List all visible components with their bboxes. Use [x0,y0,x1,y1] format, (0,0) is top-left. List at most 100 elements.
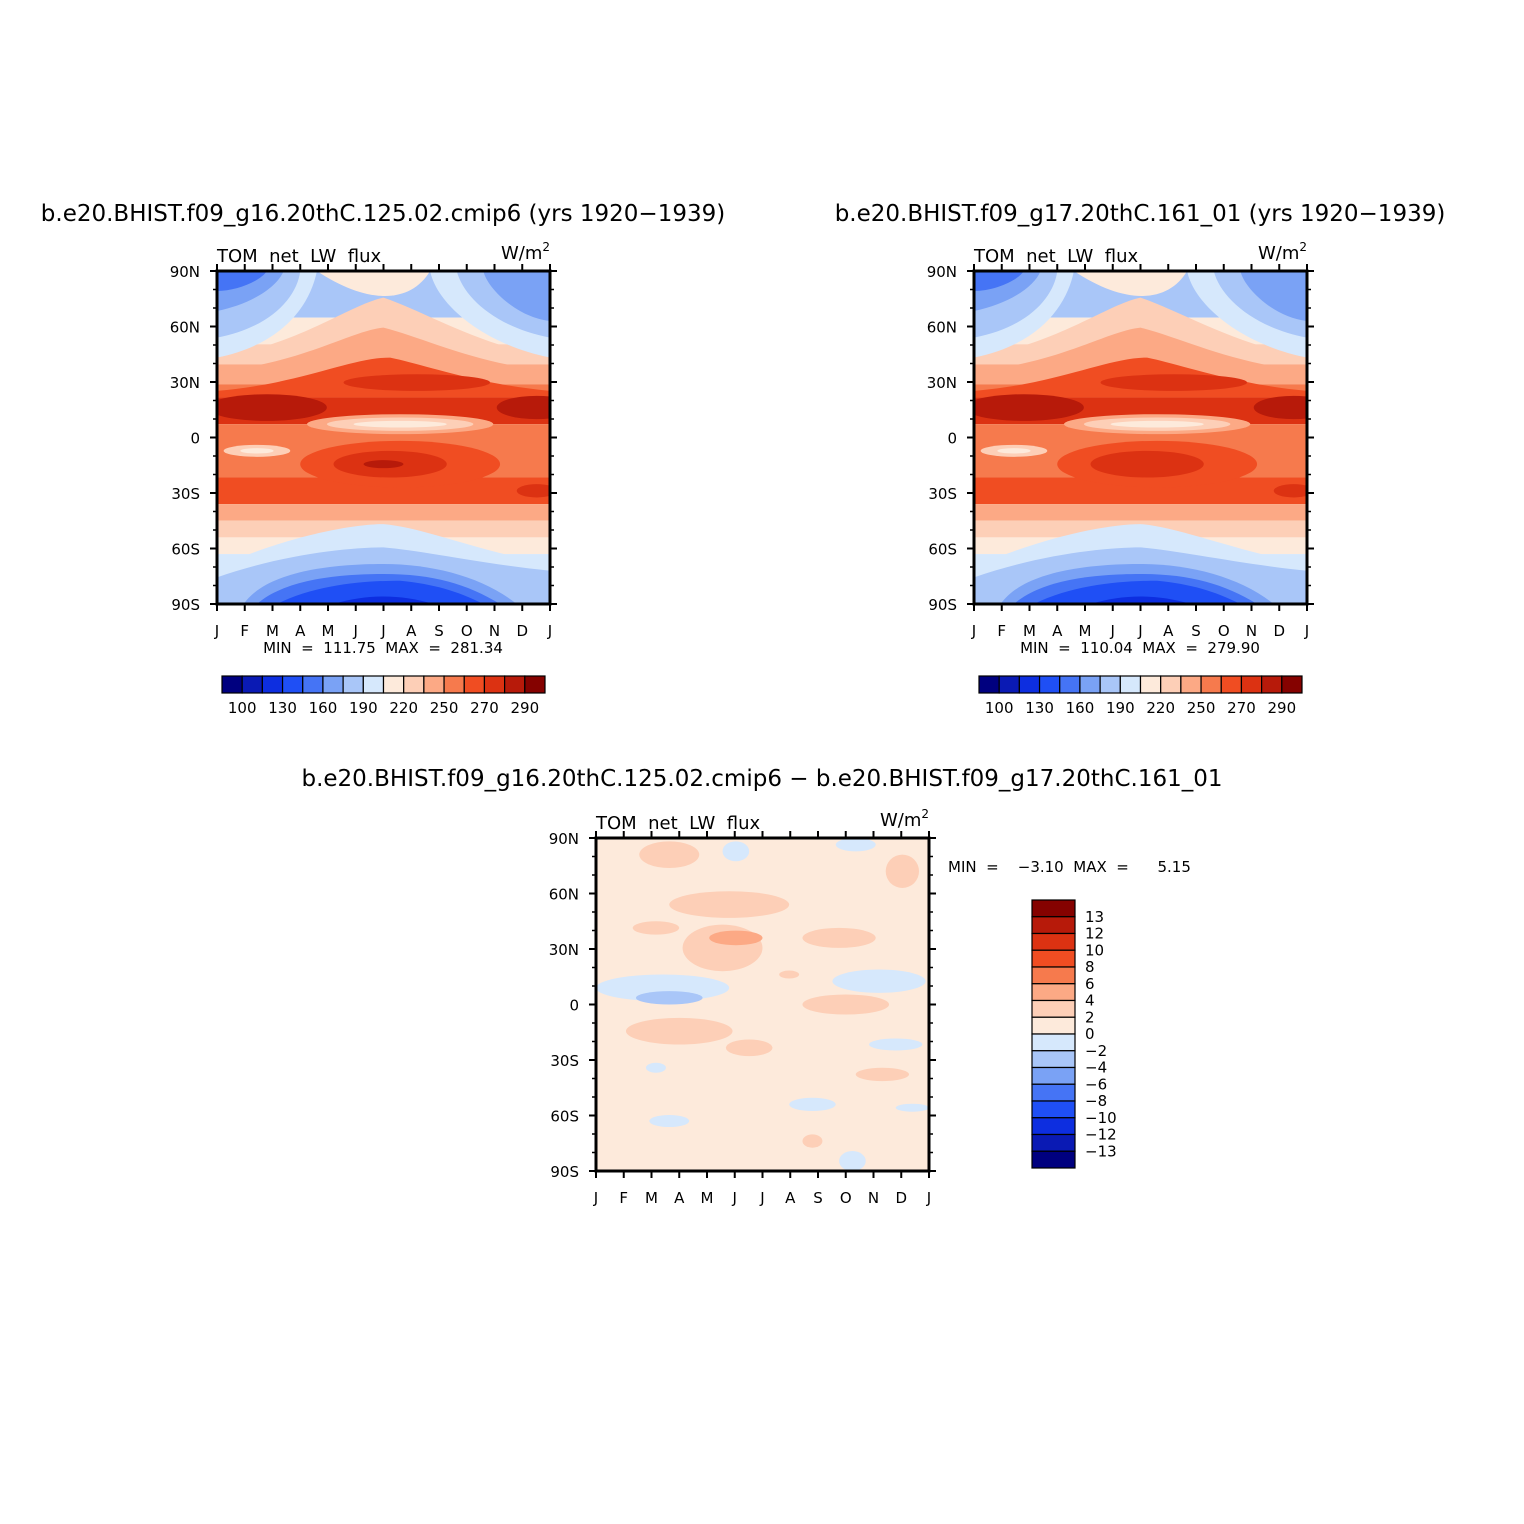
x-tick-label: M [1079,622,1092,640]
y-tick-label: 60S [171,541,200,559]
contour-negative [635,991,703,1005]
contour-region [974,271,1024,291]
colorbar-swatch [1059,675,1081,694]
y-tick-label: 0 [190,430,200,448]
x-tick-label: J [1110,622,1115,640]
colorbar: 100 130 160 190 220 250 270 290 [978,675,1303,717]
contour-positive [885,854,920,888]
x-tick-label: J [380,622,385,640]
x-tick-label: F [997,622,1006,640]
contour-core [1090,450,1204,478]
contour-positive [639,841,700,868]
colorbar-label: 190 [1106,699,1135,717]
colorbar-swatch [483,675,506,694]
x-tick-label: O [840,1189,852,1207]
contour-core [974,394,1084,421]
colorbar-swatch [524,675,546,694]
x-tick-label: J [732,1189,737,1207]
x-tick-label: A [1163,622,1174,640]
x-tick-label: A [406,622,417,640]
units-label: W/m2 [501,240,550,264]
contour-region [997,448,1031,454]
colorbar-swatch [1031,1050,1076,1069]
contour-core [1273,484,1307,498]
y-tick-label: 60S [550,1108,579,1126]
panel-control-run: b.e20.BHIST.f09_g16.20thC.125.02.cmip6 (… [41,201,725,717]
colorbar-swatch [1018,675,1041,694]
colorbar-label: 290 [1267,699,1296,717]
contour-negative [789,1097,836,1112]
contour-negative [645,1062,666,1073]
colorbar-label: −10 [1085,1109,1117,1127]
colorbar-label: 8 [1085,958,1095,976]
colorbar-swatch [1031,999,1076,1018]
colorbar-swatch [1031,1066,1076,1085]
panel-difference: b.e20.BHIST.f09_g16.20thC.125.02.cmip6 −… [301,766,1222,1207]
contour-positive [779,970,800,979]
contour-positive [625,1017,733,1045]
panel-title: b.e20.BHIST.f09_g16.20thC.125.02.cmip6 −… [301,766,1222,792]
colorbar-label: 130 [268,699,297,717]
contour-field [217,271,550,604]
colorbar-label: 13 [1085,908,1104,926]
colorbar-swatch [504,675,526,694]
y-tick-label: 0 [947,430,957,448]
contour-region [1090,596,1191,604]
colorbar-label: 270 [1227,699,1256,717]
contour-core [1100,374,1248,391]
y-tick-label: 90S [550,1163,579,1181]
contour-negative [722,841,750,862]
colorbar-swatch [1038,675,1061,694]
colorbar-swatch [1139,675,1162,694]
contour-region [217,327,550,385]
colorbar-swatch [443,675,465,694]
x-tick-label: A [674,1189,685,1207]
colorbar-label: 250 [1187,699,1216,717]
colorbar-swatch [342,675,364,694]
y-tick-label: 90S [171,596,200,614]
y-tick-label: 30N [170,374,200,392]
x-tick-label: N [489,622,500,640]
y-tick-label: 30S [171,485,200,503]
y-tick-label: 30S [550,1052,579,1070]
x-tick-label: O [461,622,473,640]
variable-label: TOM net LW flux [216,246,381,267]
x-tick-label: J [759,1189,764,1207]
colorbar-swatch [1220,675,1243,694]
contour-negative [832,969,926,993]
contour-region [217,271,267,291]
x-tick-label: F [619,1189,628,1207]
y-tick-label: 90S [928,596,957,614]
contour-positive [855,1067,910,1082]
x-tick-label: M [1023,622,1036,640]
x-tick-label: J [353,622,358,640]
x-tick-label: J [1304,622,1309,640]
contour-positive [669,891,790,918]
colorbar-swatch [1031,983,1076,1002]
colorbar-swatch [403,675,425,694]
colorbar-swatch [1031,1133,1076,1152]
x-tick-label: D [895,1189,907,1207]
y-tick-label: 90N [549,830,579,848]
colorbar-label: 6 [1085,975,1095,993]
contour-region [316,271,431,296]
contour-core [1253,395,1307,420]
contour-positive [725,1039,773,1057]
contour-region [483,271,550,321]
y-tick-label: 30N [927,374,957,392]
colorbar-label: 4 [1085,992,1095,1010]
contour-region [974,327,1307,385]
colorbar-label: −4 [1085,1059,1107,1077]
contour-positive [802,994,890,1015]
panel-test-run: b.e20.BHIST.f09_g17.20thC.161_01 (yrs 19… [835,201,1446,717]
variable-label: TOM net LW flux [973,246,1138,267]
colorbar-swatch [1200,675,1222,694]
x-tick-label: A [785,1189,796,1207]
contour-negative [869,1038,923,1051]
colorbar-swatch [1031,932,1076,951]
contour-core [496,395,550,420]
contour-region [333,596,434,604]
